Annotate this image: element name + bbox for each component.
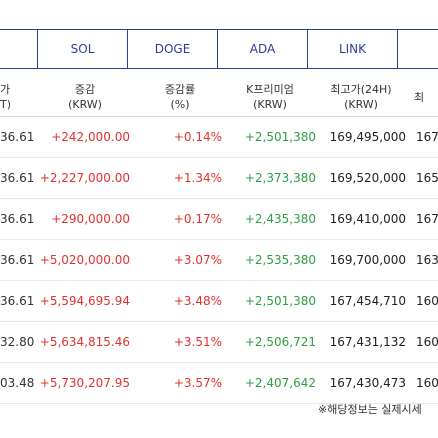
low-cell: 165 (406, 157, 438, 199)
change-cell: +290,000.00 (34, 198, 136, 240)
change-rate-cell: +0.17% (136, 198, 224, 240)
high-cell: 169,520,000 (316, 157, 406, 199)
premium-cell: +2,501,380 (224, 116, 316, 158)
header-unit: (KRW) (253, 98, 287, 111)
change-rate-cell: +1.34% (136, 157, 224, 199)
price-cell: 36.61 (0, 280, 34, 322)
premium-cell: +2,535,380 (224, 239, 316, 281)
header-unit: (KRW) (344, 98, 378, 111)
tab-label: SOL (70, 42, 95, 56)
tab-doge[interactable]: DOGE (128, 30, 218, 68)
header-line: 최 (414, 90, 425, 104)
header-unit: T) (0, 98, 12, 111)
change-rate-cell: +0.14% (136, 116, 224, 158)
price-cell: 36.61 (0, 116, 34, 158)
header-line: 증감 (74, 83, 96, 96)
header-line: 최고가(24H) (330, 83, 392, 96)
low-cell: 160 (406, 321, 438, 363)
disclaimer-notice: ※해당정보는 실제시세 (318, 403, 422, 416)
high-cell: 167,430,473 (316, 362, 406, 404)
high-cell: 169,700,000 (316, 239, 406, 281)
table-row[interactable]: 03.48 +5,730,207.95 +3.57% +2,407,642 16… (0, 362, 438, 404)
price-cell: 03.48 (0, 362, 34, 404)
price-cell: 32.80 (0, 321, 34, 363)
table-row[interactable]: 36.61 +5,020,000.00 +3.07% +2,535,380 16… (0, 239, 438, 281)
coin-tab-bar: P SOL DOGE ADA LINK X (0, 29, 438, 69)
exchange-price-table: 가 T) 증감 (KRW) 증감률 (%) K프리미엄 (KRW) 최고가(24… (0, 78, 438, 404)
tab-label: ADA (249, 42, 276, 56)
change-cell: +2,227,000.00 (34, 157, 136, 199)
low-cell: 163 (406, 239, 438, 281)
change-cell: +5,730,207.95 (34, 362, 136, 404)
header-line: 증감률 (164, 83, 196, 96)
header-change-rate: 증감률 (%) (136, 78, 224, 117)
high-cell: 167,431,132 (316, 321, 406, 363)
tab-p[interactable]: P (0, 30, 38, 68)
table-row[interactable]: 36.61 +290,000.00 +0.17% +2,435,380 169,… (0, 198, 438, 240)
table-row[interactable]: 32.80 +5,634,815.46 +3.51% +2,506,721 16… (0, 321, 438, 363)
table-row[interactable]: 36.61 +5,594,695.94 +3.48% +2,501,380 16… (0, 280, 438, 322)
high-cell: 167,454,710 (316, 280, 406, 322)
low-cell: 160 (406, 280, 438, 322)
tab-ada[interactable]: ADA (218, 30, 308, 68)
tab-link[interactable]: LINK (308, 30, 398, 68)
high-cell: 169,495,000 (316, 116, 406, 158)
header-unit: (%) (170, 98, 190, 111)
tab-label: LINK (338, 42, 367, 56)
change-cell: +5,634,815.46 (34, 321, 136, 363)
header-unit: (KRW) (68, 98, 102, 111)
change-rate-cell: +3.51% (136, 321, 224, 363)
price-cell: 36.61 (0, 157, 34, 199)
tab-label: DOGE (154, 42, 191, 56)
change-cell: +242,000.00 (34, 116, 136, 158)
premium-cell: +2,373,380 (224, 157, 316, 199)
header-line: 가 (0, 83, 11, 96)
premium-cell: +2,435,380 (224, 198, 316, 240)
header-line: K프리미엄 (246, 83, 294, 96)
change-rate-cell: +3.57% (136, 362, 224, 404)
header-high-24h: 최고가(24H) (KRW) (316, 78, 406, 117)
table-header-row: 가 T) 증감 (KRW) 증감률 (%) K프리미엄 (KRW) 최고가(24… (0, 78, 438, 117)
high-cell: 169,410,000 (316, 198, 406, 240)
header-price: 가 T) (0, 78, 34, 117)
tab-x[interactable]: X (398, 30, 438, 68)
premium-cell: +2,407,642 (224, 362, 316, 404)
low-cell: 167 (406, 198, 438, 240)
table-row[interactable]: 36.61 +2,227,000.00 +1.34% +2,373,380 16… (0, 157, 438, 199)
header-k-premium: K프리미엄 (KRW) (224, 78, 316, 117)
low-cell: 160 (406, 362, 438, 404)
table-row[interactable]: 36.61 +242,000.00 +0.14% +2,501,380 169,… (0, 116, 438, 158)
change-cell: +5,594,695.94 (34, 280, 136, 322)
low-cell: 167 (406, 116, 438, 158)
change-rate-cell: +3.07% (136, 239, 224, 281)
premium-cell: +2,501,380 (224, 280, 316, 322)
premium-cell: +2,506,721 (224, 321, 316, 363)
change-rate-cell: +3.48% (136, 280, 224, 322)
price-cell: 36.61 (0, 198, 34, 240)
header-low-24h: 최 (406, 78, 438, 117)
change-cell: +5,020,000.00 (34, 239, 136, 281)
tab-sol[interactable]: SOL (38, 30, 128, 68)
header-change: 증감 (KRW) (34, 78, 136, 117)
price-cell: 36.61 (0, 239, 34, 281)
